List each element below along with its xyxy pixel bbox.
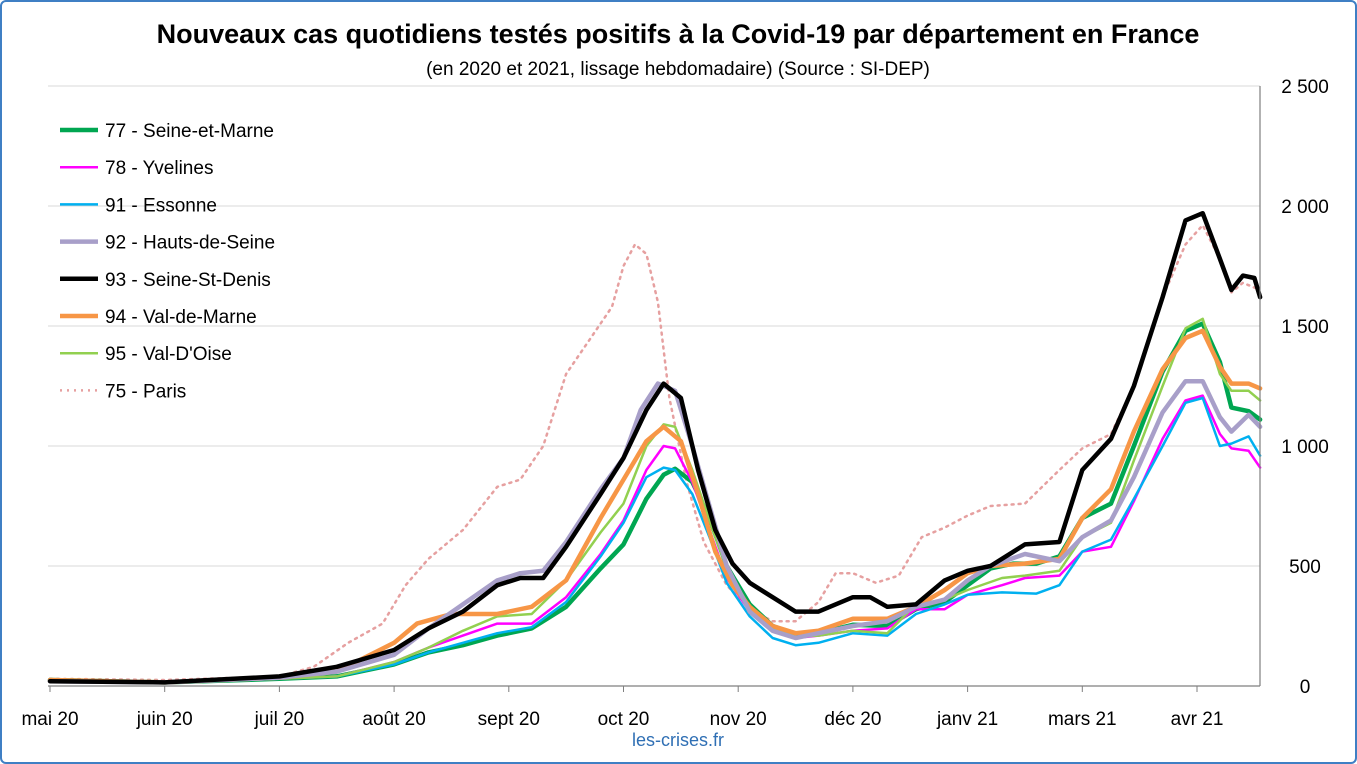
y-tick-label: 2 500 xyxy=(1281,77,1329,98)
x-tick-label: oct 20 xyxy=(598,709,650,730)
x-tick-label: nov 20 xyxy=(710,709,767,730)
y-tick-label: 1 000 xyxy=(1281,437,1329,458)
x-tick-label: déc 20 xyxy=(824,709,881,730)
chart-subtitle: (en 2020 et 2021, lissage hebdomadaire) … xyxy=(426,59,930,80)
legend-label-7: 75 - Paris xyxy=(105,381,186,402)
x-tick-label: août 20 xyxy=(362,709,425,730)
chart-title: Nouveaux cas quotidiens testés positifs … xyxy=(157,19,1200,49)
x-tick-label: juin 20 xyxy=(136,709,193,730)
legend: 77 - Seine-et-Marne 78 - Yvelines 91 - Ess… xyxy=(60,121,275,402)
x-tick-label: sept 20 xyxy=(478,709,540,730)
legend-label-2: 91 - Essonne xyxy=(105,195,217,216)
series-line-6 xyxy=(48,317,1262,684)
axes: 0 500 1 000 1 500 2 000 2 500 mai 20 juin 20 jui… xyxy=(21,77,1328,730)
series-line-5 xyxy=(47,328,1263,685)
legend-label-3: 92 - Hauts-de-Seine xyxy=(105,233,275,254)
source-credit: les-crises.fr xyxy=(632,730,724,750)
series-line-2 xyxy=(48,396,1262,684)
y-tick-label: 0 xyxy=(1300,677,1311,698)
x-tick-label: janv 21 xyxy=(936,709,998,730)
series-line-3 xyxy=(47,378,1263,685)
x-tick-label: mars 21 xyxy=(1048,709,1117,730)
y-tick-label: 2 000 xyxy=(1281,197,1329,218)
legend-label-5: 94 - Val-de-Marne xyxy=(105,307,257,328)
series-line-0 xyxy=(47,321,1263,685)
series-line-7 xyxy=(48,223,1262,682)
legend-label-4: 93 - Seine-St-Denis xyxy=(105,270,271,291)
legend-label-0: 77 - Seine-et-Marne xyxy=(105,121,274,142)
x-tick-label: juil 20 xyxy=(254,709,305,730)
y-tick-label: 500 xyxy=(1289,557,1321,578)
x-tick-label: mai 20 xyxy=(21,709,78,730)
x-tick-label: avr 21 xyxy=(1171,709,1224,730)
grid-lines xyxy=(48,85,1260,567)
legend-label-6: 95 - Val-D'Oise xyxy=(105,344,232,365)
legend-label-1: 78 - Yvelines xyxy=(105,158,213,179)
series-line-4 xyxy=(47,210,1263,685)
y-tick-label: 1 500 xyxy=(1281,317,1329,338)
series-layer xyxy=(47,210,1263,685)
